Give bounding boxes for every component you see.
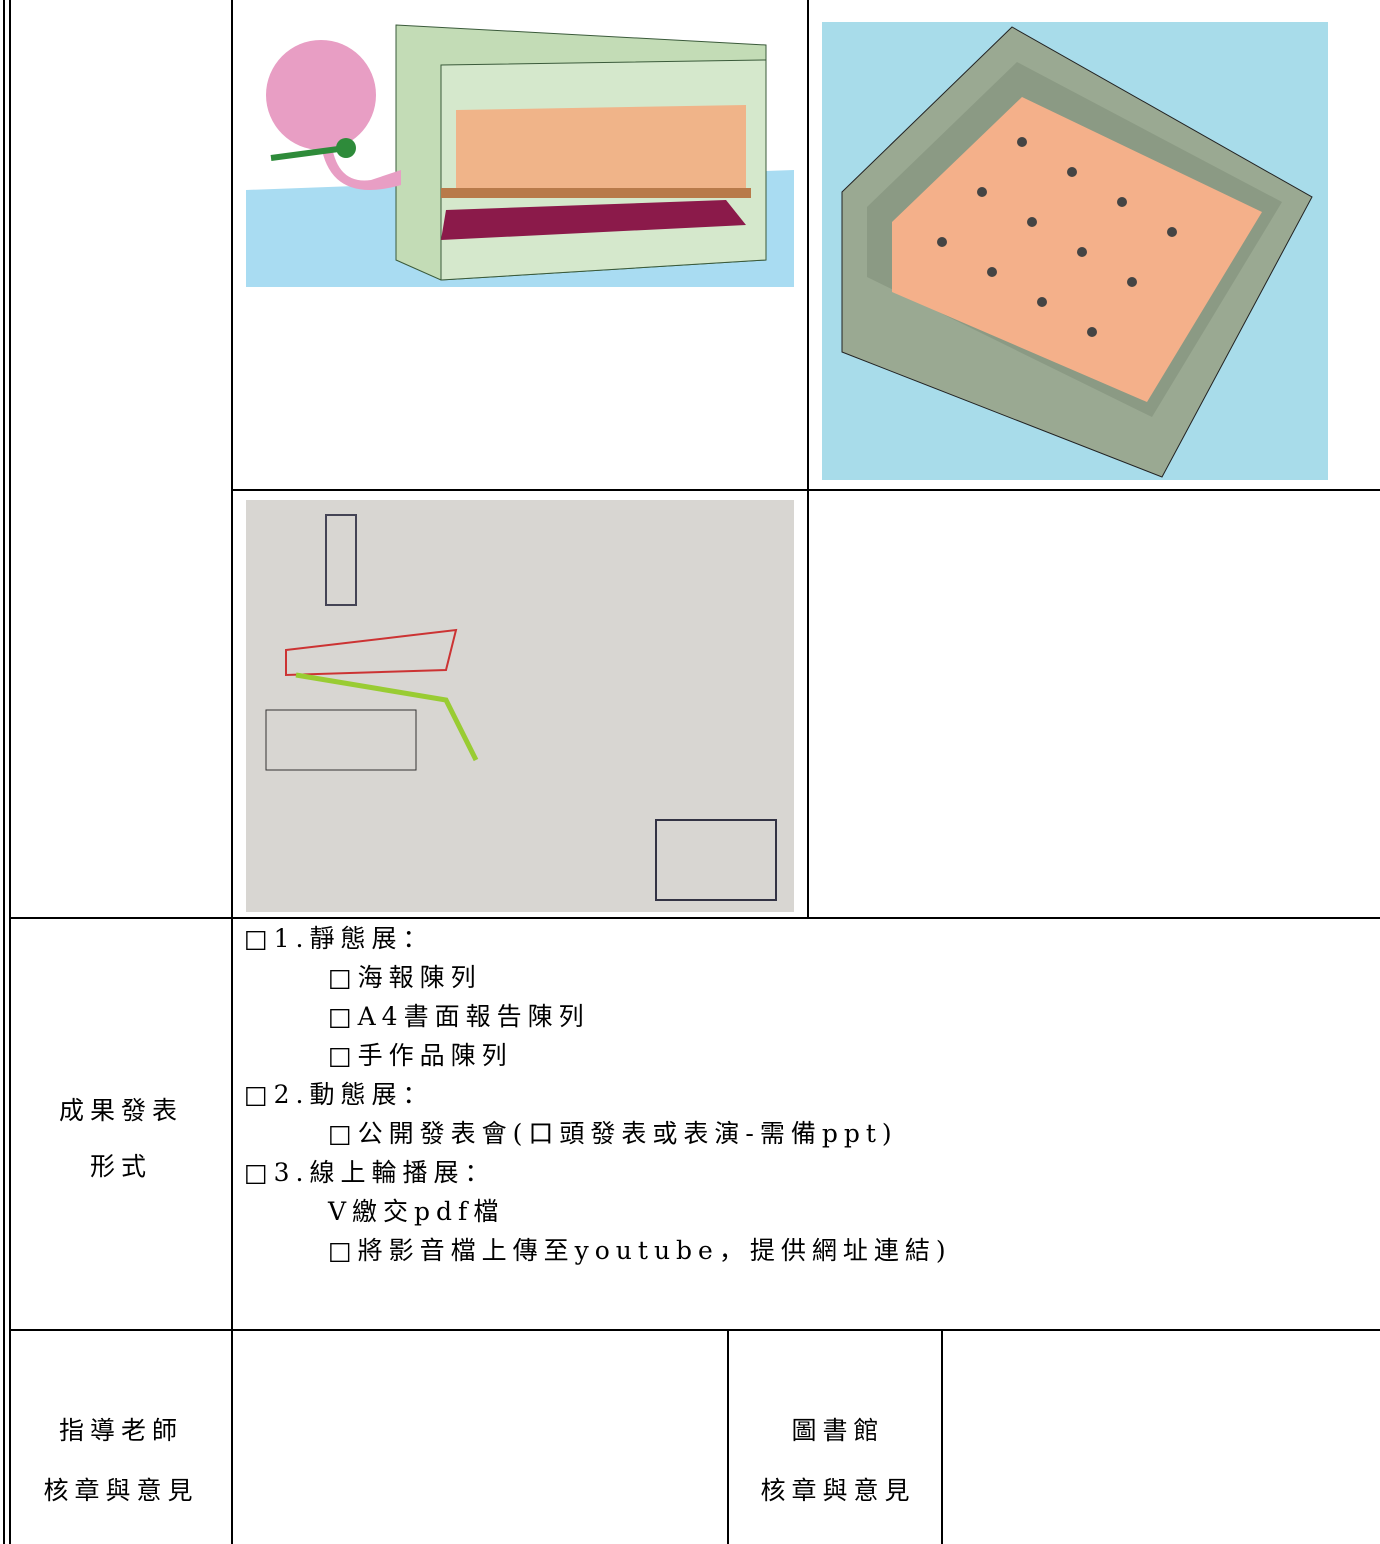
section-label: 形式 xyxy=(89,1152,153,1181)
option-heading: □1.靜態展： xyxy=(244,924,434,953)
option: □公開發表會(口頭發表或表演-需備ppt) xyxy=(328,1119,898,1148)
tray-image xyxy=(822,22,1328,480)
option: □將影音檔上傳至youtube，提供網址連結) xyxy=(328,1236,952,1265)
border xyxy=(807,0,809,918)
option: □手作品陳列 xyxy=(328,1041,513,1070)
border xyxy=(232,489,1380,491)
signature-label: 核章與意見 xyxy=(760,1476,916,1505)
option: □A4書面報告陳列 xyxy=(328,1002,590,1031)
signature-label: 圖書館 xyxy=(791,1416,885,1445)
border xyxy=(941,1330,943,1544)
section-label: 成果發表 xyxy=(58,1096,184,1125)
border xyxy=(3,0,5,1544)
border xyxy=(727,1330,729,1544)
signature-label: 核章與意見 xyxy=(43,1476,199,1505)
border xyxy=(10,917,1380,919)
option-heading: □2.動態展： xyxy=(244,1080,434,1109)
option-heading: □3.線上輪播展： xyxy=(244,1158,496,1187)
signature-label: 指導老師 xyxy=(58,1416,184,1445)
sketch-image xyxy=(246,500,794,912)
option: □海報陳列 xyxy=(328,963,482,992)
option: V繳交pdf檔 xyxy=(328,1197,505,1226)
border xyxy=(9,0,11,1544)
model-image xyxy=(246,20,794,287)
border xyxy=(10,1329,1380,1331)
border xyxy=(231,0,233,1544)
